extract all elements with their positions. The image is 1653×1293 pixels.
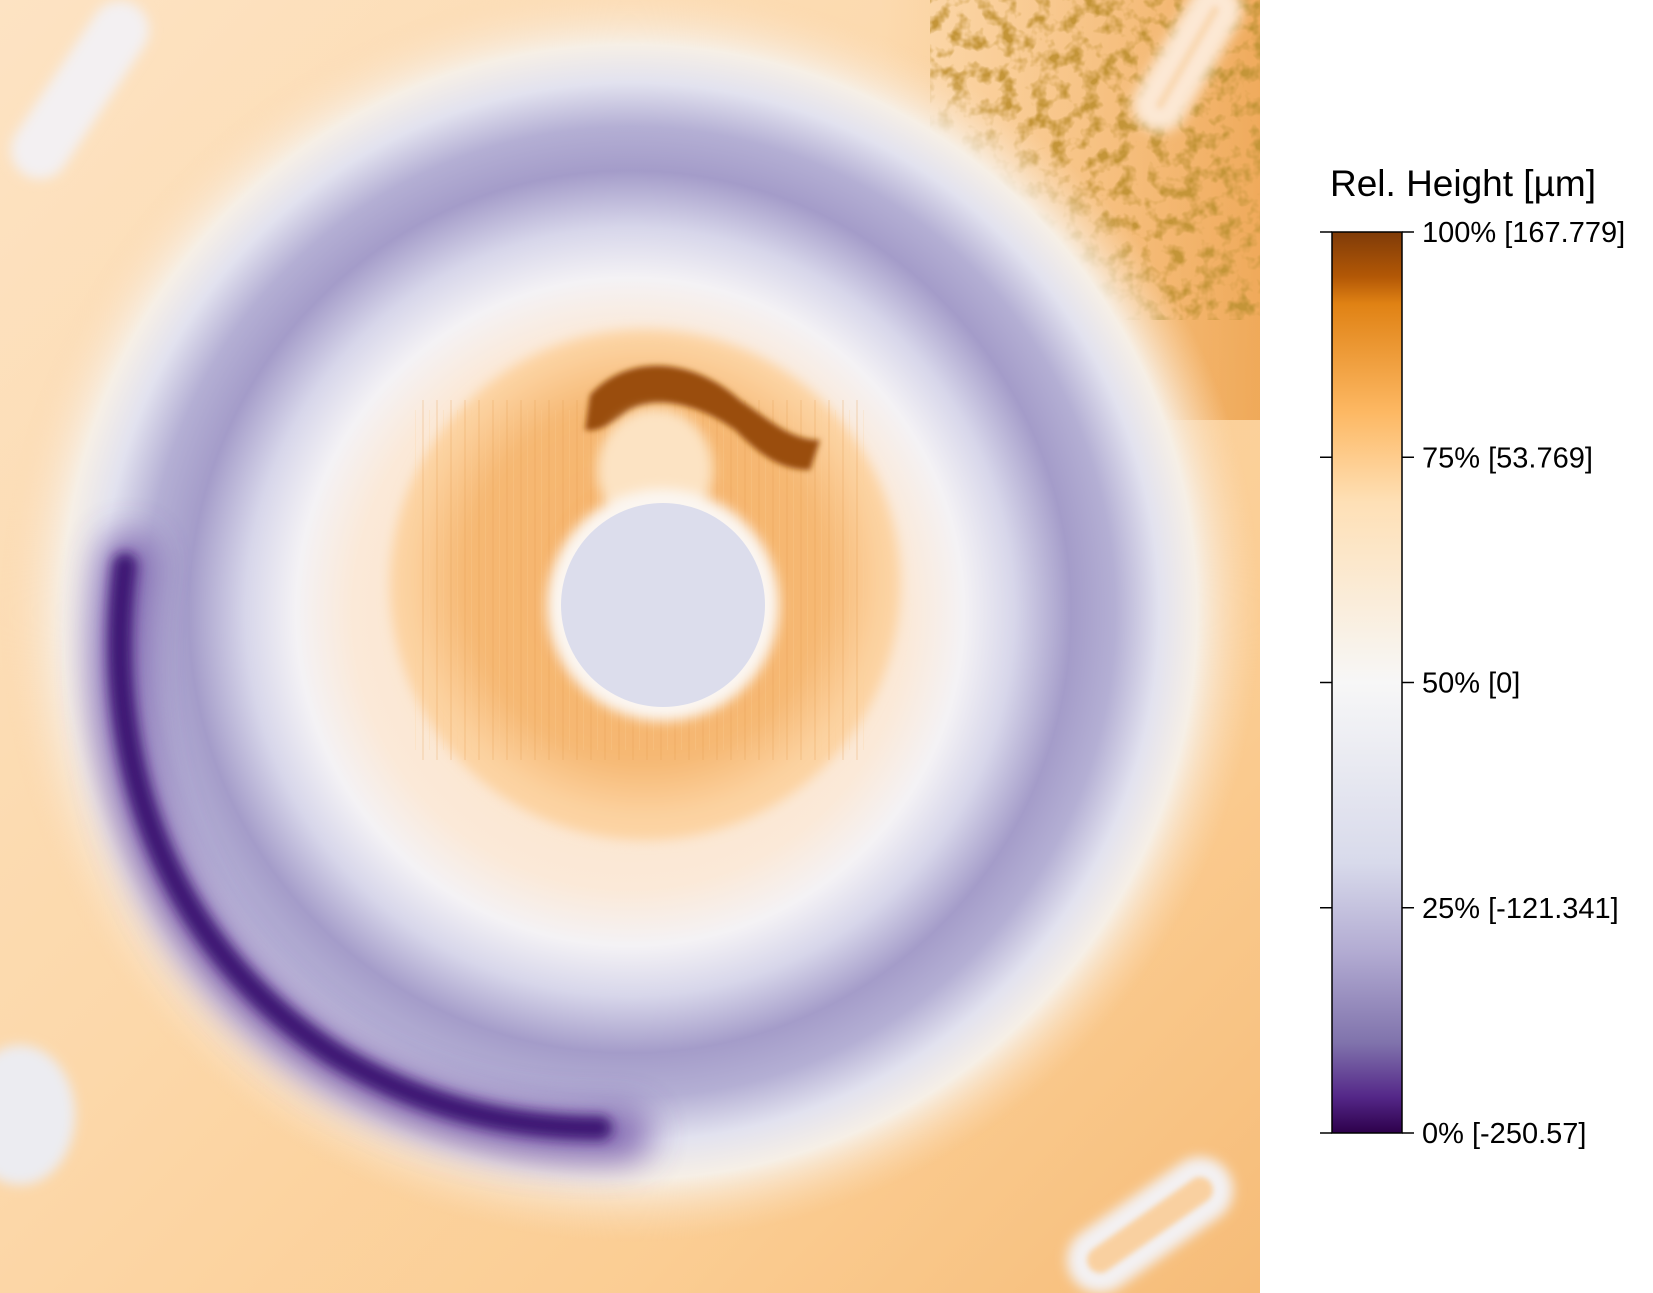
colorbar-tick-label: 100% [167.779] bbox=[1422, 217, 1625, 249]
colorbar-tick-label: 25% [-121.341] bbox=[1422, 893, 1619, 925]
colorbar-title: Rel. Height [µm] bbox=[1330, 163, 1596, 204]
colorbar-ticks: 100% [167.779] 75% [53.769] 50% [0] 25% [-1… bbox=[1320, 217, 1625, 1150]
colorbar-tick-label: 50% [0] bbox=[1422, 668, 1520, 700]
colorbar-tick-label: 75% [53.769] bbox=[1422, 442, 1593, 474]
height-map bbox=[0, 0, 1260, 1293]
colorbar-tick-label: 0% [-250.57] bbox=[1422, 1118, 1586, 1150]
colorbar-gradient bbox=[1331, 231, 1403, 1134]
